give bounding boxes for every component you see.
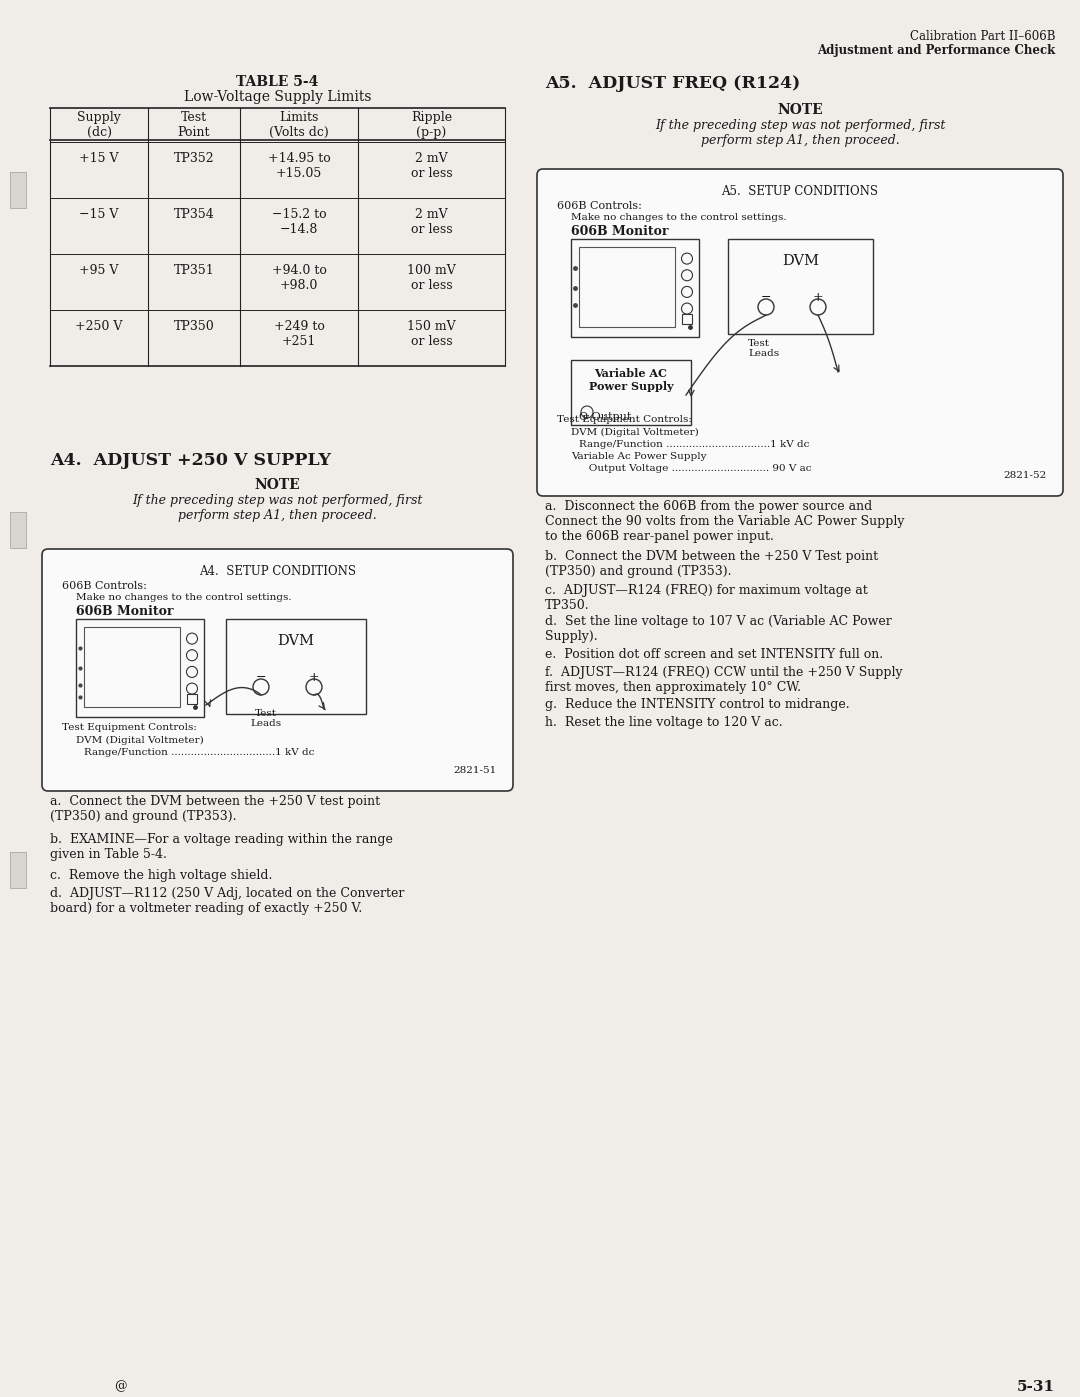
Text: Test
Point: Test Point	[178, 110, 211, 138]
Text: b.  EXAMINE—For a voltage reading within the range
given in Table 5-4.: b. EXAMINE—For a voltage reading within …	[50, 833, 393, 861]
Text: @: @	[113, 1380, 126, 1393]
Circle shape	[810, 299, 826, 314]
Text: Range/Function ................................1 kV dc: Range/Function .........................…	[84, 747, 314, 757]
Text: 5-31: 5-31	[1017, 1380, 1055, 1394]
Circle shape	[187, 633, 198, 644]
Circle shape	[581, 407, 593, 418]
Bar	[226, 619, 366, 714]
Text: −15 V: −15 V	[79, 208, 119, 221]
Text: 2 mV
or less: 2 mV or less	[410, 208, 453, 236]
Text: 100 mV
or less: 100 mV or less	[407, 264, 456, 292]
Text: Variable Ac Power Supply: Variable Ac Power Supply	[571, 453, 706, 461]
Text: Low-Voltage Supply Limits: Low-Voltage Supply Limits	[184, 89, 372, 103]
Text: d.  Set the line voltage to 107 V ac (Variable AC Power
Supply).: d. Set the line voltage to 107 V ac (Var…	[545, 615, 892, 643]
Circle shape	[306, 679, 322, 694]
Text: Test Equipment Controls:: Test Equipment Controls:	[62, 724, 197, 732]
Circle shape	[187, 650, 198, 661]
Text: DVM (Digital Voltmeter): DVM (Digital Voltmeter)	[76, 736, 204, 745]
Text: TABLE 5-4: TABLE 5-4	[237, 75, 319, 89]
Text: 606B Monitor: 606B Monitor	[76, 605, 174, 617]
Text: Supply
(dc): Supply (dc)	[77, 110, 121, 138]
Text: DVM: DVM	[278, 634, 314, 648]
Bar	[10, 511, 26, 548]
Circle shape	[253, 679, 269, 694]
Text: Variable AC
Power Supply: Variable AC Power Supply	[589, 367, 673, 391]
Text: TP352: TP352	[174, 152, 214, 165]
Text: If the preceding step was not performed, first
perform step A1, then proceed.: If the preceding step was not performed,…	[654, 119, 945, 147]
Text: Test
Leads: Test Leads	[748, 339, 779, 359]
Bar	[571, 360, 691, 425]
Text: e.  Position dot off screen and set INTENSITY full on.: e. Position dot off screen and set INTEN…	[545, 648, 883, 661]
Text: O Output: O Output	[579, 412, 632, 422]
Text: A5.  ADJUST FREQ (R124): A5. ADJUST FREQ (R124)	[545, 75, 800, 92]
Text: NOTE: NOTE	[255, 478, 300, 492]
Bar	[187, 694, 197, 704]
Text: 2821-52: 2821-52	[1003, 471, 1047, 481]
Text: Test Equipment Controls:: Test Equipment Controls:	[557, 415, 692, 425]
Bar	[76, 619, 204, 717]
Text: DVM: DVM	[782, 254, 819, 268]
Text: +95 V: +95 V	[79, 264, 119, 277]
Text: 606B Controls:: 606B Controls:	[62, 581, 147, 591]
Text: +: +	[309, 671, 320, 685]
Circle shape	[681, 270, 692, 281]
Circle shape	[187, 683, 198, 694]
Bar	[571, 239, 699, 337]
Text: +15 V: +15 V	[79, 152, 119, 165]
Bar	[579, 247, 675, 327]
FancyBboxPatch shape	[42, 549, 513, 791]
Text: Calibration Part II–606B: Calibration Part II–606B	[909, 29, 1055, 43]
Text: a.  Connect the DVM between the +250 V test point
(TP350) and ground (TP353).: a. Connect the DVM between the +250 V te…	[50, 795, 380, 823]
Text: DVM (Digital Voltmeter): DVM (Digital Voltmeter)	[571, 427, 699, 437]
Text: b.  Connect the DVM between the +250 V Test point
(TP350) and ground (TP353).: b. Connect the DVM between the +250 V Te…	[545, 550, 878, 578]
Text: c.  Remove the high voltage shield.: c. Remove the high voltage shield.	[50, 869, 272, 882]
Text: Ripple
(p-p): Ripple (p-p)	[410, 110, 453, 138]
Text: +: +	[812, 291, 823, 305]
Text: 150 mV
or less: 150 mV or less	[407, 320, 456, 348]
Text: If the preceding step was not performed, first
perform step A1, then proceed.: If the preceding step was not performed,…	[133, 495, 422, 522]
Text: NOTE: NOTE	[778, 103, 823, 117]
Text: d.  ADJUST—R112 (250 V Adj, located on the Converter
board) for a voltmeter read: d. ADJUST—R112 (250 V Adj, located on th…	[50, 887, 404, 915]
Text: Limits
(Volts dc): Limits (Volts dc)	[269, 110, 329, 138]
Text: +250 V: +250 V	[76, 320, 123, 332]
Text: +14.95 to
+15.05: +14.95 to +15.05	[268, 152, 330, 180]
Text: A4.  ADJUST +250 V SUPPLY: A4. ADJUST +250 V SUPPLY	[50, 453, 330, 469]
Text: Range/Function ................................1 kV dc: Range/Function .........................…	[579, 440, 809, 448]
Text: 606B Controls:: 606B Controls:	[557, 201, 642, 211]
Circle shape	[681, 253, 692, 264]
Text: TP351: TP351	[174, 264, 214, 277]
Bar	[10, 852, 26, 888]
Text: f.  ADJUST—R124 (FREQ) CCW until the +250 V Supply
first moves, then approximate: f. ADJUST—R124 (FREQ) CCW until the +250…	[545, 666, 903, 694]
Text: a.  Disconnect the 606B from the power source and
Connect the 90 volts from the : a. Disconnect the 606B from the power so…	[545, 500, 905, 543]
Circle shape	[758, 299, 774, 314]
Text: 2821-51: 2821-51	[454, 766, 497, 775]
Circle shape	[681, 286, 692, 298]
Text: c.  ADJUST—R124 (FREQ) for maximum voltage at
TP350.: c. ADJUST—R124 (FREQ) for maximum voltag…	[545, 584, 867, 612]
Bar	[681, 314, 692, 324]
Text: Make no changes to the control settings.: Make no changes to the control settings.	[76, 592, 292, 602]
Text: A4.  SETUP CONDITIONS: A4. SETUP CONDITIONS	[199, 564, 356, 578]
FancyBboxPatch shape	[537, 169, 1063, 496]
Text: Make no changes to the control settings.: Make no changes to the control settings.	[571, 212, 786, 222]
Bar	[84, 627, 180, 707]
Text: A5.  SETUP CONDITIONS: A5. SETUP CONDITIONS	[721, 184, 878, 198]
Text: Test
Leads: Test Leads	[251, 710, 282, 728]
Text: −: −	[760, 291, 771, 305]
Bar	[10, 172, 26, 208]
Text: 606B Monitor: 606B Monitor	[571, 225, 669, 237]
Text: TP354: TP354	[174, 208, 214, 221]
Circle shape	[681, 303, 692, 314]
Text: h.  Reset the line voltage to 120 V ac.: h. Reset the line voltage to 120 V ac.	[545, 717, 783, 729]
Text: 2 mV
or less: 2 mV or less	[410, 152, 453, 180]
Text: −: −	[256, 671, 267, 685]
Text: Output Voltage .............................. 90 V ac: Output Voltage .........................…	[579, 464, 811, 474]
Bar	[728, 239, 873, 334]
Text: +94.0 to
+98.0: +94.0 to +98.0	[271, 264, 326, 292]
Text: −15.2 to
−14.8: −15.2 to −14.8	[272, 208, 326, 236]
Text: Adjustment and Performance Check: Adjustment and Performance Check	[816, 43, 1055, 57]
Text: +249 to
+251: +249 to +251	[273, 320, 324, 348]
Circle shape	[187, 666, 198, 678]
Text: TP350: TP350	[174, 320, 214, 332]
Text: g.  Reduce the INTENSITY control to midrange.: g. Reduce the INTENSITY control to midra…	[545, 698, 850, 711]
